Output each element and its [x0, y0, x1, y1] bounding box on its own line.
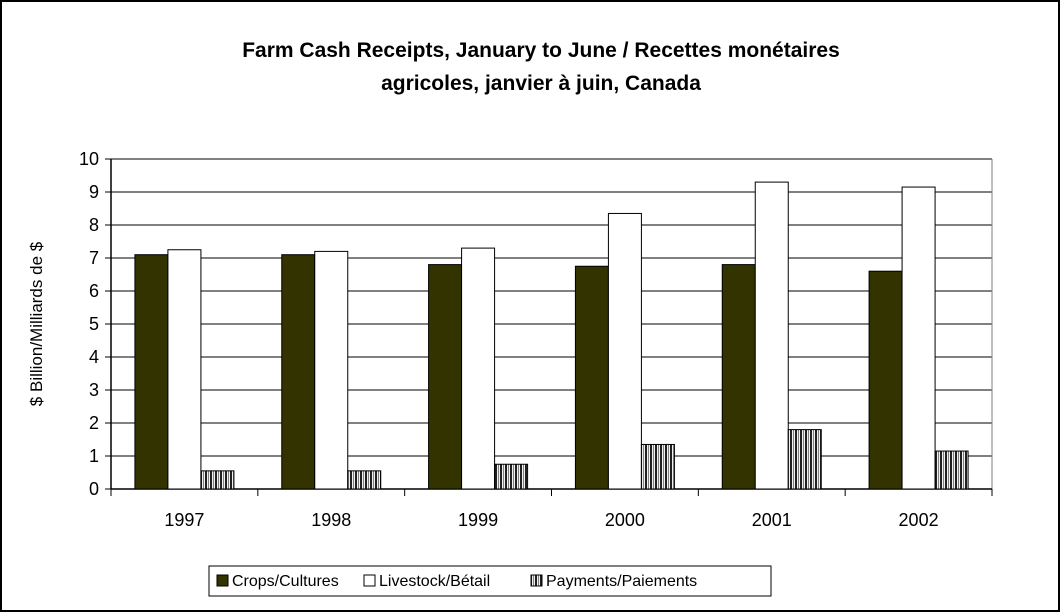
bar-payments-2001	[787, 429, 822, 490]
bar-livestock-2001	[754, 181, 789, 490]
plot-area	[110, 158, 993, 490]
y-axis-ticks: 0 1 2 3 4 5 6 7 8 9 10	[79, 149, 111, 499]
y-tick-label: 2	[89, 413, 99, 433]
x-tick-label: 2001	[752, 510, 792, 530]
bar-payments-2002	[934, 450, 969, 490]
bar-livestock-1999	[461, 247, 496, 490]
y-tick-label: 3	[89, 380, 99, 400]
bar-payments-1999	[494, 463, 529, 490]
legend-box	[208, 565, 772, 597]
y-tick-label: 8	[89, 215, 99, 235]
y-tick-label: 10	[79, 149, 99, 169]
bar-crops-2001	[721, 264, 756, 490]
y-tick-label: 5	[89, 314, 99, 334]
legend-swatch-payments	[530, 574, 543, 587]
x-tick-label: 2000	[605, 510, 645, 530]
y-tick-label: 6	[89, 281, 99, 301]
bar-livestock-1997	[167, 249, 202, 490]
y-axis-label: $ Billion/Milliards de $	[27, 241, 46, 406]
x-tick-label: 1999	[458, 510, 498, 530]
bar-crops-1998	[281, 254, 316, 490]
y-tick-label: 7	[89, 248, 99, 268]
bar-crops-1997	[134, 254, 169, 490]
legend-swatch-crops	[216, 574, 229, 587]
y-tick-label: 1	[89, 446, 99, 466]
bar-livestock-1998	[314, 250, 349, 490]
x-axis-ticks: 1997 1998 1999 2000 2001 2002	[110, 489, 993, 530]
bar-crops-2000	[574, 265, 609, 490]
chart-title-line1: Farm Cash Receipts, January to June / Re…	[242, 39, 840, 62]
y-tick-label: 0	[89, 479, 99, 499]
legend-swatch-livestock	[363, 574, 376, 587]
bars	[134, 181, 969, 490]
x-tick-label: 2002	[899, 510, 939, 530]
y-tick-label: 4	[89, 347, 99, 367]
y-tick-label: 9	[89, 182, 99, 202]
legend-label-crops: Crops/Cultures	[232, 573, 339, 590]
bar-payments-2000	[640, 443, 675, 490]
bar-crops-2002	[868, 270, 903, 490]
bar-payments-1998	[347, 470, 382, 490]
legend-label-livestock: Livestock/Bétail	[379, 573, 490, 590]
bar-payments-1997	[200, 470, 235, 490]
x-tick-label: 1998	[311, 510, 351, 530]
legend: Crops/Cultures Livestock/Bétail Payments…	[208, 565, 772, 597]
chart-title-line2: agricoles, janvier à juin, Canada	[381, 72, 701, 95]
bar-livestock-2000	[607, 212, 642, 490]
bar-crops-1999	[428, 264, 463, 490]
bar-livestock-2002	[901, 186, 936, 490]
x-tick-label: 1997	[164, 510, 204, 530]
legend-label-payments: Payments/Paiements	[546, 573, 697, 590]
